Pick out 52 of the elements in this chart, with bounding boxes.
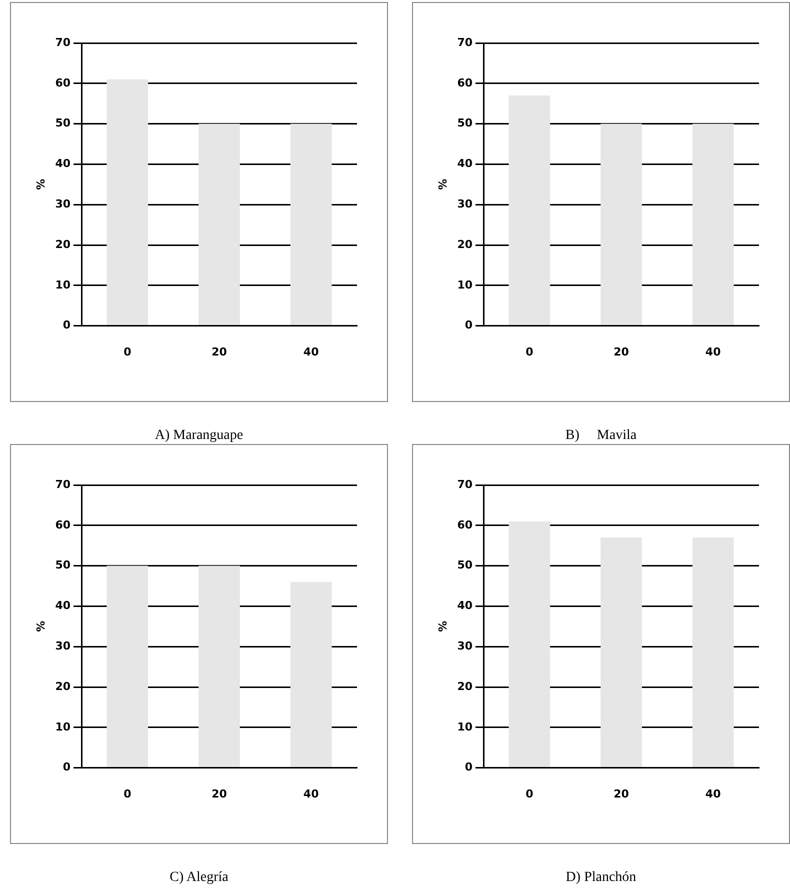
y-tick-label: 60 bbox=[457, 518, 473, 532]
x-tick-label: 40 bbox=[705, 787, 722, 800]
y-tick-label: 20 bbox=[457, 238, 473, 251]
x-tick-label: 20 bbox=[212, 345, 228, 358]
y-tick-label: 30 bbox=[55, 639, 71, 652]
y-tick-label: 30 bbox=[55, 197, 71, 210]
y-tick-label: 60 bbox=[55, 518, 71, 532]
y-tick-label: 60 bbox=[55, 76, 71, 90]
y-tick-label: 50 bbox=[55, 558, 71, 572]
y-tick-label: 10 bbox=[55, 278, 71, 292]
x-tick-label: 0 bbox=[124, 345, 132, 358]
y-tick-label: 60 bbox=[457, 76, 473, 90]
y-tick-label: 30 bbox=[457, 197, 473, 210]
y-tick-label: 0 bbox=[62, 760, 71, 774]
y-tick-label: 0 bbox=[464, 318, 473, 332]
y-axis-title: % bbox=[34, 178, 48, 190]
y-tick-label: 20 bbox=[457, 680, 473, 693]
y-tick-label: 70 bbox=[457, 36, 473, 49]
y-tick-label: 40 bbox=[55, 599, 71, 612]
y-tick-label: 0 bbox=[62, 318, 71, 332]
x-tick-label: 20 bbox=[614, 787, 630, 800]
x-tick-label: 40 bbox=[303, 345, 320, 358]
y-tick-label: 70 bbox=[457, 478, 473, 491]
y-axis-title: % bbox=[436, 178, 450, 190]
x-tick-label: 20 bbox=[212, 787, 228, 800]
y-tick-label: 50 bbox=[55, 116, 71, 130]
x-tick-label: 40 bbox=[303, 787, 320, 800]
text: A) Maranguape bbox=[154, 428, 244, 444]
y-axis-title: % bbox=[34, 620, 48, 632]
y-tick-label: 70 bbox=[55, 36, 71, 49]
y-tick-label: 50 bbox=[457, 116, 473, 130]
y-tick-label: 40 bbox=[457, 157, 473, 170]
y-tick-label: 10 bbox=[457, 720, 473, 734]
x-tick-label: 0 bbox=[526, 787, 534, 800]
y-axis-title: % bbox=[436, 620, 450, 632]
y-tick-label: 10 bbox=[457, 278, 473, 292]
x-tick-label: 40 bbox=[705, 345, 722, 358]
text: B) Mavila bbox=[564, 428, 638, 444]
y-tick-label: 70 bbox=[55, 478, 71, 491]
text: D) Planchón bbox=[564, 870, 638, 886]
y-tick-label: 0 bbox=[464, 760, 473, 774]
y-tick-label: 30 bbox=[457, 639, 473, 652]
y-tick-label: 40 bbox=[457, 599, 473, 612]
x-tick-label: 0 bbox=[526, 345, 534, 358]
y-tick-label: 50 bbox=[457, 558, 473, 572]
y-tick-label: 20 bbox=[55, 238, 71, 251]
y-tick-label: 40 bbox=[55, 157, 71, 170]
text: C) Alegría bbox=[168, 870, 230, 886]
x-tick-label: 20 bbox=[614, 345, 630, 358]
y-tick-label: 20 bbox=[55, 680, 71, 693]
x-tick-label: 0 bbox=[124, 787, 132, 800]
y-tick-label: 10 bbox=[55, 720, 71, 734]
